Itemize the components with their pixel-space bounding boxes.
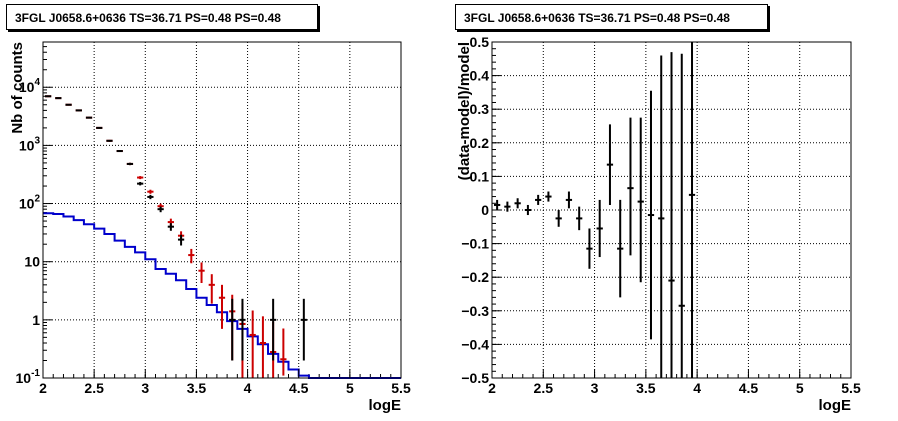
- data-point: [75, 109, 82, 112]
- x-tick-label: 5: [346, 380, 354, 396]
- y-tick-label: −0.1: [461, 236, 489, 252]
- y-tick-label: 10: [24, 254, 40, 270]
- y-tick-label: −0.3: [461, 303, 489, 319]
- data-point: [678, 53, 685, 378]
- x-tick-label: 3.5: [187, 380, 207, 396]
- x-tick-label: 2: [488, 380, 496, 396]
- chart-title: 3FGL J0658.6+0636 TS=36.71 PS=0.48 PS=0.…: [455, 4, 768, 30]
- data-point: [576, 206, 583, 231]
- x-tick-label: 2.5: [534, 380, 554, 396]
- x-tick-label: 5.5: [391, 380, 411, 396]
- data-point: [494, 199, 501, 210]
- y-tick-label: 10-1: [16, 368, 41, 386]
- data-point: [65, 103, 72, 106]
- data-point: [545, 191, 552, 202]
- x-tick-label: 3: [591, 380, 599, 396]
- data-point: [96, 126, 103, 129]
- data-point: [208, 274, 215, 304]
- data-point: [637, 117, 644, 283]
- data-point: [137, 176, 144, 180]
- data-point: [198, 262, 205, 284]
- counts-panel: 2 2.5 3 3.5 4 4.5 5 5.5 10-1 1 10 102 103 104 logE Nb o…: [6, 4, 411, 414]
- data-point: [617, 199, 624, 298]
- x-tick-label: 5.5: [841, 380, 861, 396]
- x-tick-label: 3: [141, 380, 149, 396]
- x-tick-label: 3.5: [636, 380, 656, 396]
- y-tick-label: 0.4: [470, 68, 490, 84]
- counts-chart: 2 2.5 3 3.5 4 4.5 5 5.5 10-1 1 10 102 103 104 logE Nb o…: [9, 41, 411, 414]
- y-tick-label: −0.2: [461, 269, 489, 285]
- data-point: [239, 298, 246, 361]
- y-tick-label: 0.3: [470, 101, 490, 117]
- chart-title: 3FGL J0658.6+0636 TS=36.71 PS=0.48 PS=0.…: [6, 4, 318, 30]
- data-point: [218, 284, 226, 329]
- data-point: [524, 204, 532, 216]
- data-point: [514, 198, 521, 209]
- x-tick-label: 5: [796, 380, 804, 396]
- data-point: [555, 210, 562, 227]
- data-point: [596, 199, 603, 258]
- data-point: [137, 181, 144, 186]
- data-point: [229, 298, 236, 361]
- y-tick-label: 102: [19, 194, 41, 212]
- data-point: [85, 116, 93, 119]
- y-tick-label: −0.4: [461, 336, 489, 352]
- residuals-panel: 2 2.5 3 3.5 4 4.5 5 5.5 −0.5 −0.4 −0.3 −0.2 −0.1 0 0.1…: [449, 0, 898, 421]
- x-axis-label: logE: [369, 397, 402, 414]
- x-tick-label: 2.5: [84, 380, 104, 396]
- data-point: [280, 328, 287, 376]
- x-axis-label: logE: [819, 397, 852, 414]
- plot-frame: [42, 41, 402, 379]
- y-tick-label: 0.1: [470, 168, 490, 184]
- residuals-chart: 2 2.5 3 3.5 4 4.5 5 5.5 −0.5 −0.4 −0.3 −0.2 −0.1 0 0.1…: [456, 34, 861, 414]
- data-point: [55, 97, 62, 100]
- y-axis-label: Nb of counts: [9, 42, 26, 134]
- data-point: [147, 189, 154, 194]
- data-point: [300, 298, 307, 361]
- x-tick-label: 2: [39, 380, 47, 396]
- x-tick-label: 4.5: [739, 380, 759, 396]
- data-point: [177, 234, 185, 246]
- data-point: [157, 206, 164, 213]
- y-tick-label: 1: [32, 312, 40, 328]
- data-point: [167, 223, 174, 231]
- data-point: [606, 124, 614, 205]
- x-tick-label: 4: [244, 380, 252, 396]
- data-point: [565, 191, 573, 209]
- y-tick-label: −0.5: [461, 370, 489, 386]
- data-point: [147, 194, 154, 200]
- data-point: [270, 298, 277, 361]
- data-point: [688, 42, 696, 378]
- data-point: [45, 95, 52, 98]
- y-tick-label: 0: [481, 202, 489, 218]
- data-point: [504, 201, 511, 212]
- data-point: [627, 117, 634, 256]
- data-point: [586, 228, 593, 269]
- data-point: [106, 139, 113, 142]
- y-tick-label: 0.5: [470, 34, 490, 50]
- y-tick-label: 0.2: [470, 135, 490, 151]
- model-histogram: [43, 212, 401, 379]
- x-tick-label: 4.5: [289, 380, 309, 396]
- y-tick-label: 104: [19, 77, 41, 95]
- data-point: [188, 248, 195, 264]
- data-point: [658, 55, 665, 378]
- y-axis-label: (data-model)/model: [456, 42, 473, 180]
- data-point: [668, 52, 675, 378]
- data-point: [535, 194, 542, 205]
- y-tick-label: 103: [19, 135, 41, 153]
- data-point: [116, 150, 123, 153]
- data-point: [259, 316, 267, 378]
- data-point: [126, 162, 134, 166]
- data-point: [249, 310, 256, 378]
- data-point: [647, 90, 655, 340]
- x-tick-label: 4: [693, 380, 701, 396]
